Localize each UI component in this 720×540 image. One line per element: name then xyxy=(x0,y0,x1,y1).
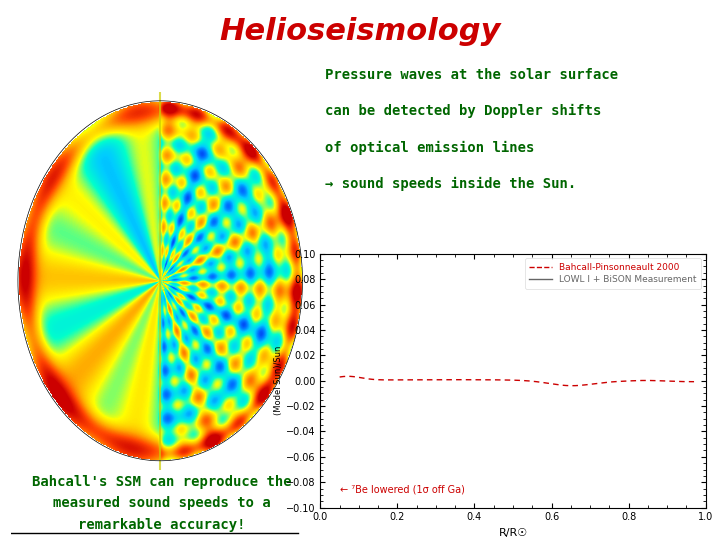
Y-axis label: (Model Sun)/Sun: (Model Sun)/Sun xyxy=(274,346,283,415)
Text: Helioseismology: Helioseismology xyxy=(220,17,500,45)
Text: measured sound speeds to a: measured sound speeds to a xyxy=(53,496,271,510)
Text: Pressure waves at the solar surface: Pressure waves at the solar surface xyxy=(325,68,618,82)
Text: ← ⁷Be lowered (1σ off Ga): ← ⁷Be lowered (1σ off Ga) xyxy=(340,484,464,495)
X-axis label: R/R☉: R/R☉ xyxy=(498,528,528,538)
Legend: Bahcall-Pinsonneault 2000, LOWL I + BiSON Measurement: Bahcall-Pinsonneault 2000, LOWL I + BiSO… xyxy=(525,258,701,289)
Text: can be detected by Doppler shifts: can be detected by Doppler shifts xyxy=(325,104,601,118)
Text: → sound speeds inside the Sun.: → sound speeds inside the Sun. xyxy=(325,177,576,191)
Text: Bahcall's SSM can reproduce the: Bahcall's SSM can reproduce the xyxy=(32,475,292,489)
Text: of optical emission lines: of optical emission lines xyxy=(325,140,534,155)
Text: remarkable accuracy!: remarkable accuracy! xyxy=(78,518,246,532)
